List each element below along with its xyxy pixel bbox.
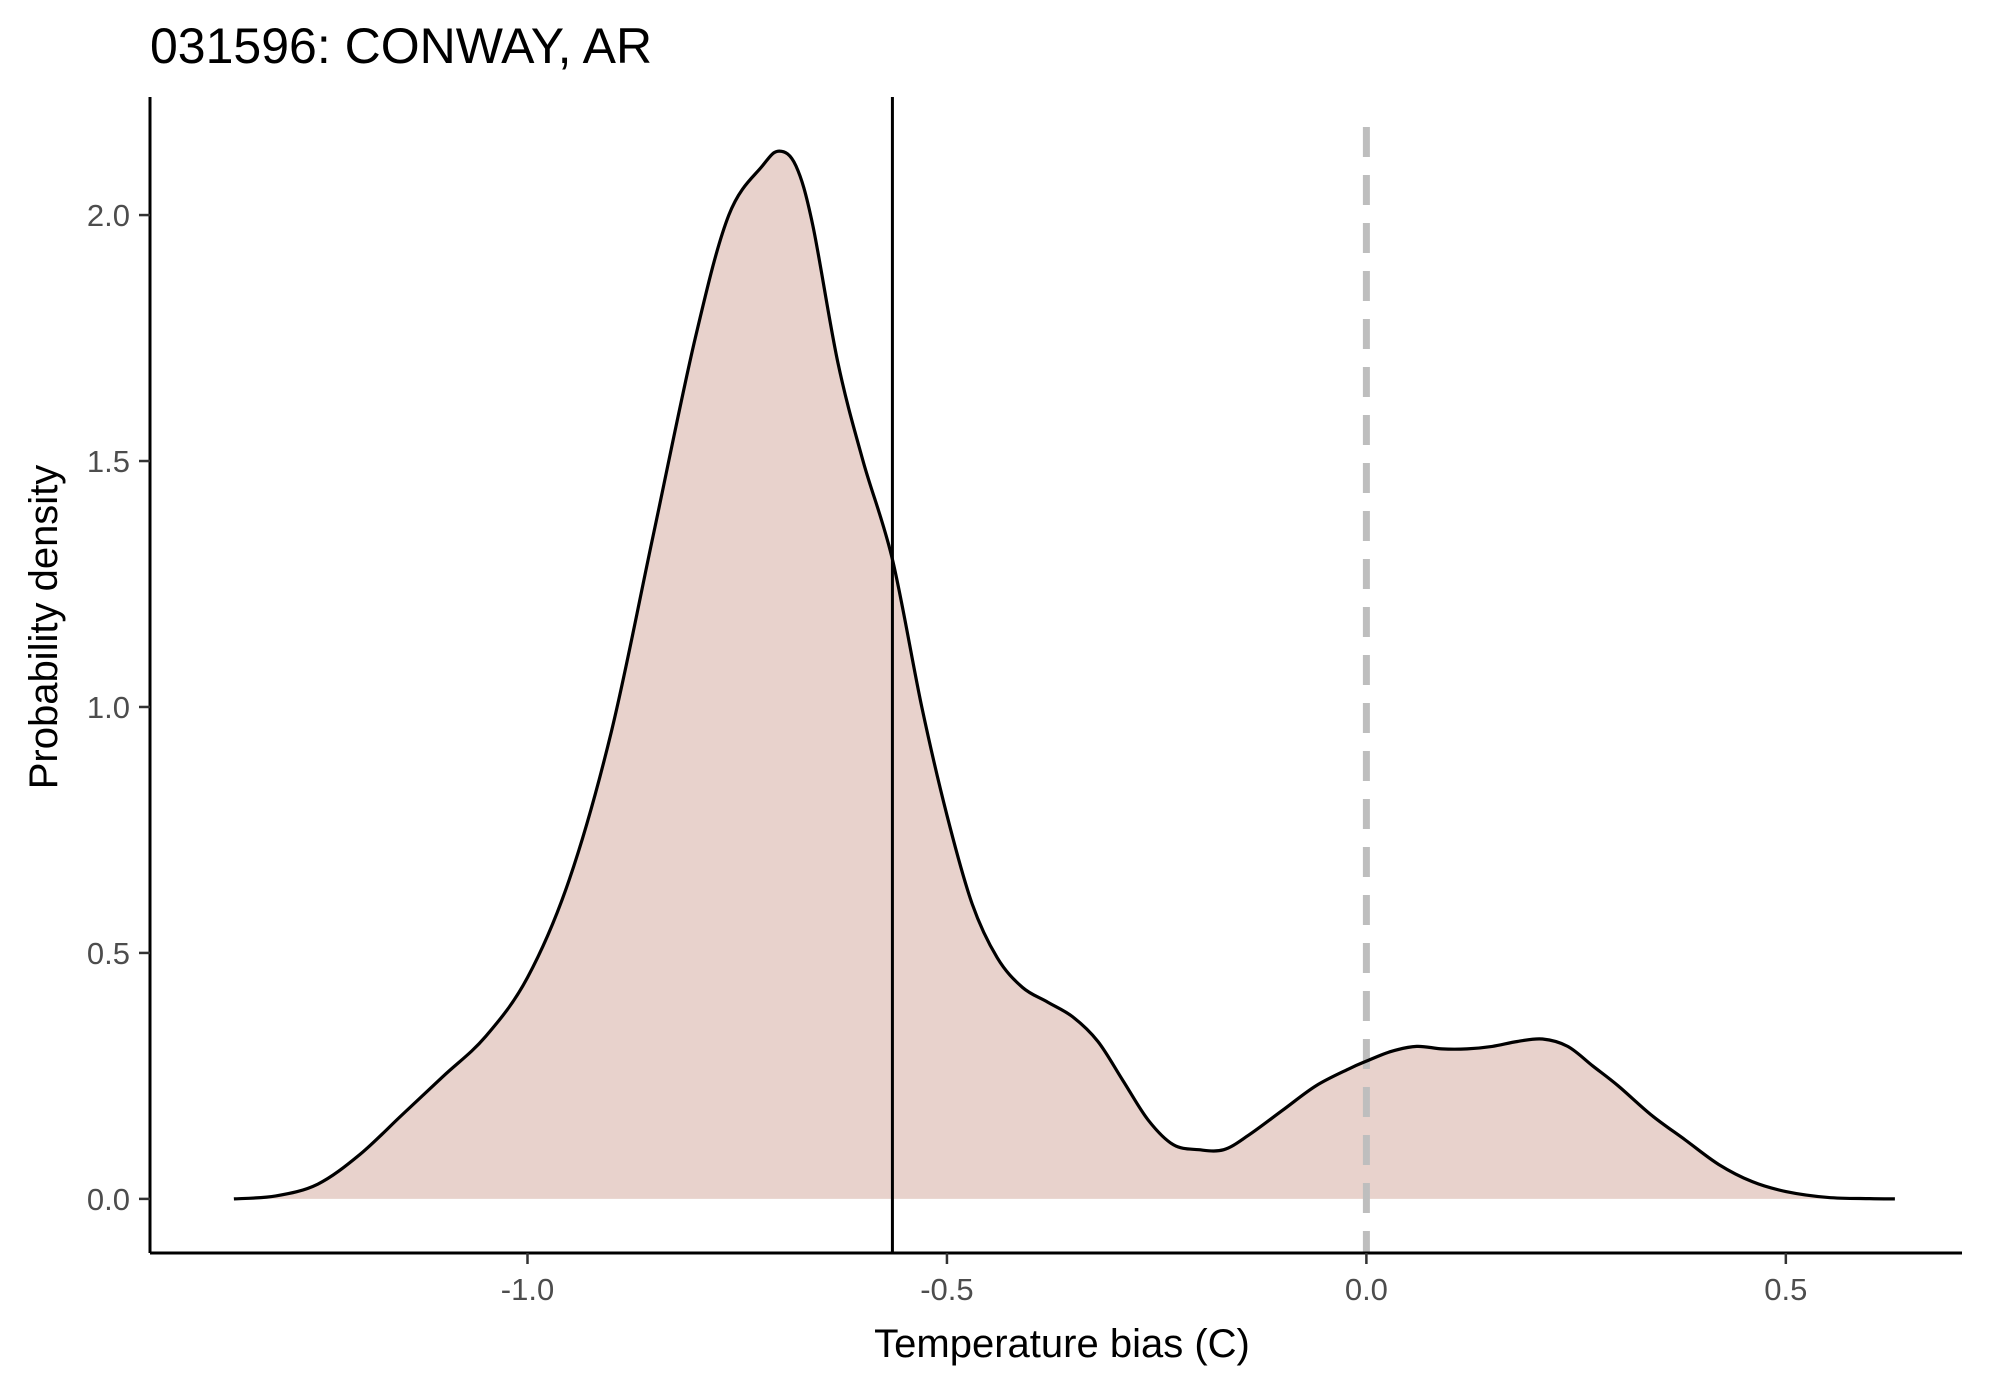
y-tick-label: 2.0 xyxy=(87,198,130,233)
plot-area xyxy=(233,97,1895,1253)
y-axis-ticks: 0.0 0.5 1.0 1.5 2.0 xyxy=(87,198,150,1217)
x-tick-label: 0.0 xyxy=(1345,1272,1388,1307)
y-tick-label: 1.5 xyxy=(87,444,130,479)
y-tick-label: 0.5 xyxy=(87,936,130,971)
chart-title: 031596: CONWAY, AR xyxy=(150,18,652,74)
x-axis-title: Temperature bias (C) xyxy=(874,1322,1250,1366)
y-axis-title: Probability density xyxy=(22,465,66,790)
x-axis-ticks: -1.0 -0.5 0.0 0.5 xyxy=(501,1253,1807,1307)
density-curve xyxy=(233,149,1895,1201)
x-tick-label: -0.5 xyxy=(920,1272,973,1307)
y-tick-label: 0.0 xyxy=(87,1182,130,1217)
x-tick-label: -1.0 xyxy=(501,1272,554,1307)
x-tick-label: 0.5 xyxy=(1764,1272,1807,1307)
density-area-fill xyxy=(233,151,1895,1199)
y-tick-label: 1.0 xyxy=(87,690,130,725)
